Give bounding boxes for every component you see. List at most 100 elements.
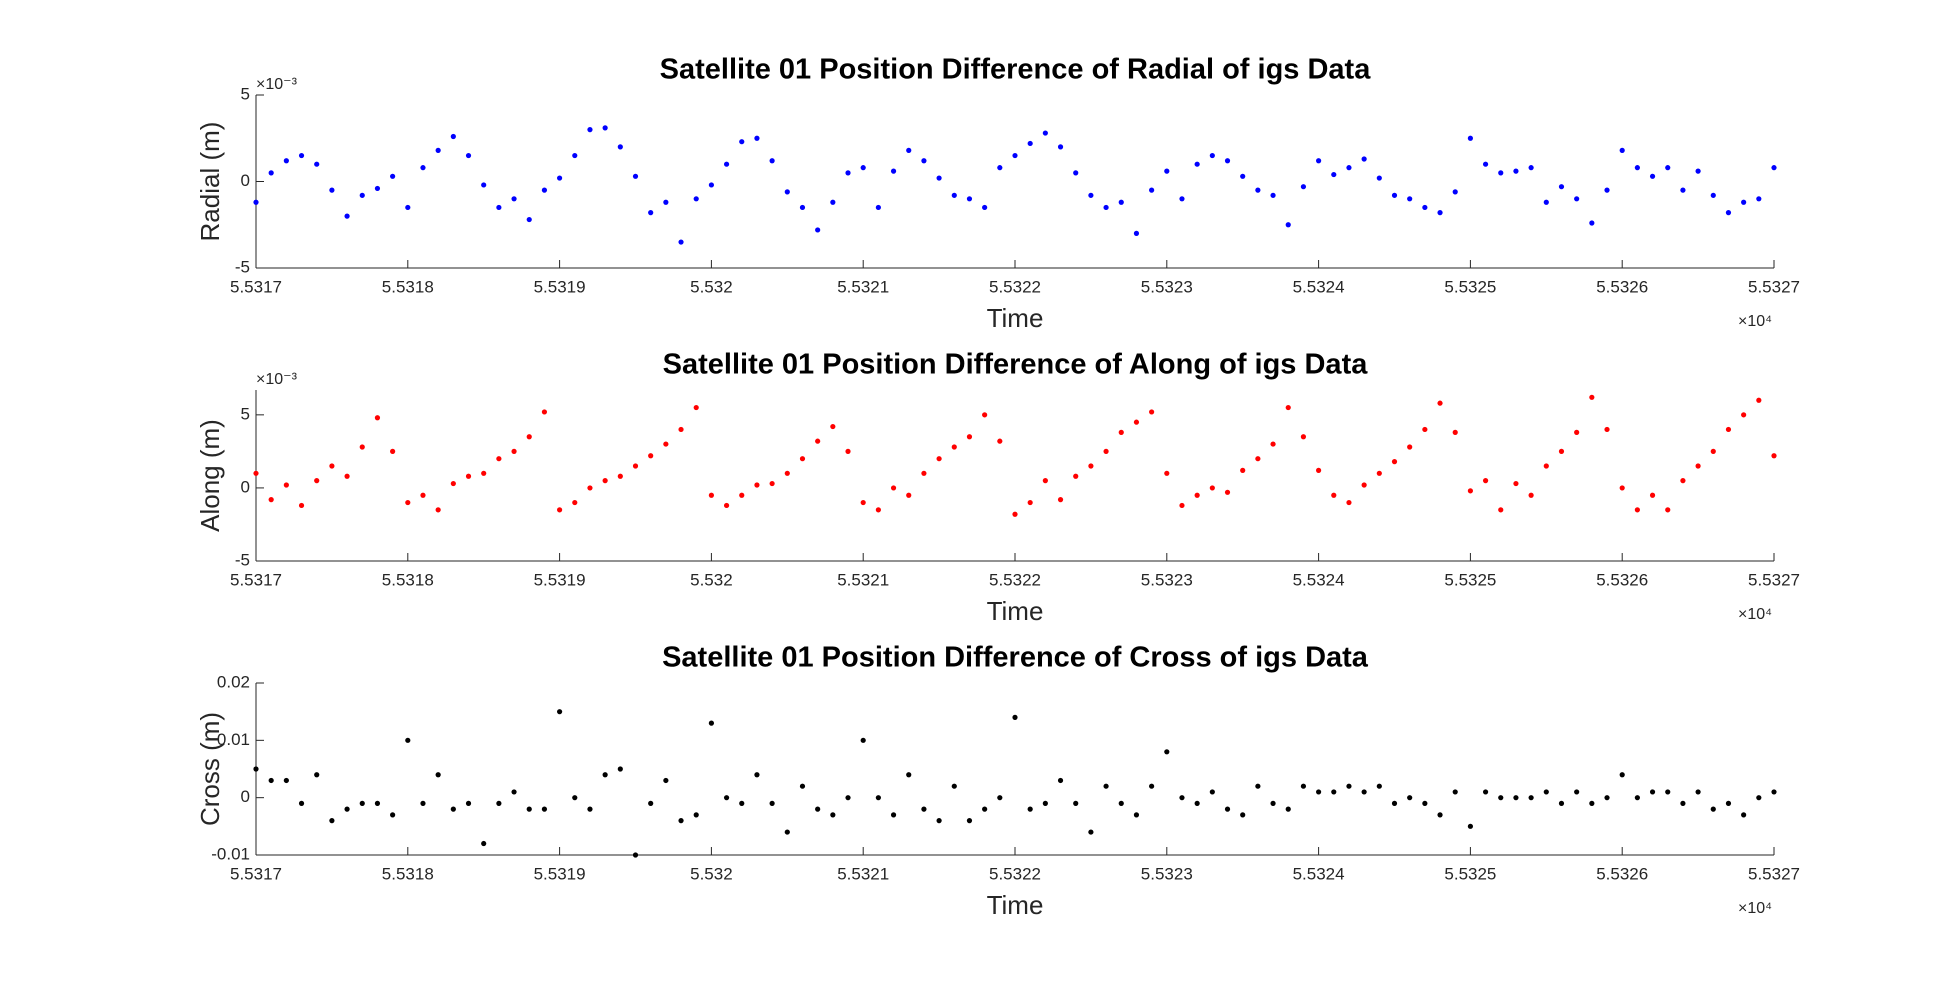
data-point: [1209, 789, 1215, 795]
data-point: [420, 165, 426, 171]
data-point: [1270, 192, 1276, 198]
data-point: [1316, 158, 1322, 164]
data-point: [1194, 800, 1200, 807]
data-point: [997, 795, 1003, 801]
data-point: [1437, 812, 1443, 818]
data-point: [1482, 478, 1489, 484]
data-point: [1543, 789, 1549, 795]
x-multiplier: ×10⁴: [1738, 900, 1772, 917]
data-point: [875, 204, 881, 211]
data-point: [344, 806, 350, 812]
data-point: [390, 812, 396, 818]
data-point: [496, 800, 502, 807]
data-point: [1027, 806, 1033, 812]
data-point: [663, 199, 669, 205]
data-point: [1695, 463, 1701, 469]
data-point: [1680, 187, 1686, 193]
data-point: [1118, 800, 1124, 807]
data-point: [1710, 806, 1716, 812]
y-tick-label: -5: [235, 257, 250, 276]
data-point: [1103, 448, 1109, 454]
data-point: [1437, 400, 1443, 406]
data-point: [1209, 152, 1215, 159]
data-point: [921, 806, 927, 812]
data-point: [1604, 187, 1610, 193]
data-point: [253, 766, 259, 772]
data-point: [1224, 489, 1231, 495]
data-point: [1741, 412, 1747, 418]
data-point: [314, 478, 320, 484]
data-point: [450, 133, 456, 140]
y-axis-label: Radial (m): [195, 122, 225, 242]
data-point: [572, 152, 578, 159]
y-tick-label: 0.01: [217, 730, 250, 749]
data-point: [1133, 419, 1140, 425]
data-point: [1680, 478, 1686, 484]
data-point: [344, 213, 350, 219]
data-point: [951, 192, 957, 198]
data-point: [1467, 135, 1473, 141]
x-tick-label: 5.5321: [837, 570, 889, 589]
data-point: [359, 800, 365, 807]
data-point: [1300, 783, 1307, 789]
data-point: [799, 204, 806, 211]
data-point: [632, 173, 639, 179]
data-point: [906, 492, 912, 498]
data-point: [314, 772, 320, 778]
x-tick-label: 5.5324: [1293, 277, 1345, 296]
data-point: [283, 158, 289, 164]
data-point: [1057, 777, 1064, 784]
data-point: [557, 709, 563, 715]
data-point: [875, 507, 881, 513]
data-point: [1073, 473, 1079, 479]
data-point: [875, 795, 881, 801]
data-point: [1467, 823, 1473, 829]
data-point: [1179, 502, 1185, 509]
data-point: [1695, 789, 1701, 795]
data-point: [632, 463, 639, 469]
data-point: [450, 480, 456, 487]
x-axis-label: Time: [987, 890, 1044, 920]
data-point: [1665, 507, 1671, 513]
x-tick-label: 5.5323: [1141, 277, 1193, 296]
data-point: [1665, 165, 1671, 171]
data-point: [1619, 485, 1625, 491]
x-axis-label: Time: [987, 303, 1044, 333]
data-point: [1118, 199, 1124, 205]
data-point: [708, 492, 715, 498]
data-point: [1255, 456, 1261, 462]
data-point: [541, 806, 548, 812]
data-point: [845, 170, 851, 176]
data-point: [465, 473, 472, 479]
data-point: [1452, 429, 1458, 435]
data-point: [587, 485, 593, 491]
data-point: [1513, 480, 1519, 487]
x-tick-label: 5.5326: [1596, 864, 1648, 883]
data-point: [936, 456, 942, 462]
data-point: [526, 806, 532, 812]
y-tick-label: -5: [235, 550, 250, 569]
data-point: [1331, 171, 1337, 178]
data-point: [1482, 161, 1489, 167]
x-tick-label: 5.5321: [837, 864, 889, 883]
data-point: [435, 772, 441, 778]
data-point: [1042, 800, 1048, 807]
data-point: [921, 470, 927, 476]
data-point: [283, 482, 289, 488]
data-point: [890, 485, 897, 491]
data-point: [1422, 800, 1428, 807]
data-point: [1194, 492, 1200, 498]
data-point: [1361, 156, 1367, 162]
data-point: [769, 158, 775, 164]
data-point: [1164, 168, 1170, 174]
x-tick-label: 5.5324: [1293, 864, 1345, 883]
data-point: [1756, 196, 1762, 202]
x-tick-label: 5.5317: [230, 864, 282, 883]
data-point: [1088, 463, 1094, 469]
data-point: [557, 175, 563, 181]
data-point: [526, 216, 532, 223]
data-point: [268, 777, 274, 784]
data-point: [1149, 409, 1155, 415]
data-point: [1103, 204, 1109, 211]
